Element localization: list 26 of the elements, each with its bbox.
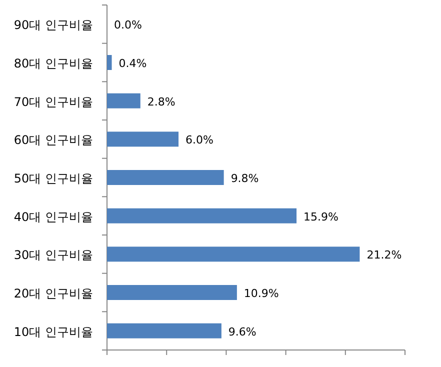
bar: [107, 132, 179, 147]
data-label: 6.0%: [186, 134, 214, 147]
data-label: 9.6%: [228, 325, 256, 338]
data-label: 21.2%: [366, 248, 402, 262]
bar: [107, 170, 224, 185]
data-label: 0.4%: [118, 57, 147, 70]
data-label: 10.9%: [244, 287, 279, 300]
y-tick-label: 10대 인구비율: [14, 324, 93, 339]
bar: [107, 208, 297, 224]
y-tick-label: 20대 인구비율: [14, 286, 93, 300]
y-tick-label: 60대 인구비율: [14, 133, 93, 148]
bar: [107, 285, 237, 300]
data-label: 9.8%: [230, 172, 259, 185]
bar: [107, 246, 360, 262]
data-label: 15.9%: [304, 210, 338, 224]
data-label: 0.0%: [114, 18, 142, 32]
y-tick-label: 80대 인구비율: [14, 56, 93, 70]
bar: [107, 55, 112, 70]
y-tick-label: 40대 인구비율: [14, 210, 93, 224]
y-tick-label: 50대 인구비율: [14, 172, 93, 186]
bar: [107, 93, 140, 108]
data-label: 2.8%: [147, 95, 176, 108]
y-tick-label: 30대 인구비율: [14, 248, 93, 262]
y-tick-label: 70대 인구비율: [14, 94, 93, 109]
y-tick-label: 90대 인구비율: [14, 18, 93, 32]
bar: [107, 323, 222, 338]
